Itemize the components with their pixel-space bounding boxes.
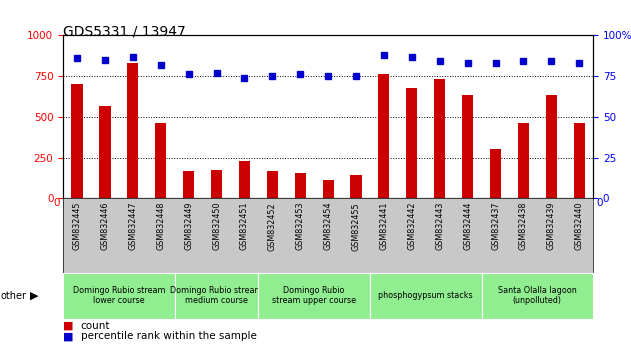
Bar xyxy=(462,95,473,198)
Text: GSM832440: GSM832440 xyxy=(575,202,584,250)
Text: 0: 0 xyxy=(596,198,603,208)
Text: GSM832442: GSM832442 xyxy=(408,202,416,251)
Text: GSM832441: GSM832441 xyxy=(379,202,389,250)
Text: Domingo Rubio stream
medium course: Domingo Rubio stream medium course xyxy=(170,286,262,305)
Text: phosphogypsum stacks: phosphogypsum stacks xyxy=(379,291,473,300)
Bar xyxy=(239,161,250,198)
Text: GSM832449: GSM832449 xyxy=(184,202,193,251)
Text: ■: ■ xyxy=(63,321,74,331)
Bar xyxy=(350,175,362,198)
Bar xyxy=(211,170,222,198)
Bar xyxy=(574,123,585,198)
Text: GSM832454: GSM832454 xyxy=(324,202,333,251)
Bar xyxy=(490,149,501,198)
Text: GSM832445: GSM832445 xyxy=(73,202,81,251)
Bar xyxy=(546,95,557,198)
Text: GSM832451: GSM832451 xyxy=(240,202,249,251)
Bar xyxy=(434,79,445,198)
Bar xyxy=(322,179,334,198)
Text: ■: ■ xyxy=(63,331,74,341)
Text: count: count xyxy=(81,321,110,331)
Text: percentile rank within the sample: percentile rank within the sample xyxy=(81,331,257,341)
Text: Santa Olalla lagoon
(unpolluted): Santa Olalla lagoon (unpolluted) xyxy=(498,286,577,305)
Text: GSM832444: GSM832444 xyxy=(463,202,472,250)
Bar xyxy=(155,122,167,198)
Text: GSM832437: GSM832437 xyxy=(491,202,500,251)
Text: GSM832438: GSM832438 xyxy=(519,202,528,250)
Text: GSM832448: GSM832448 xyxy=(156,202,165,250)
Text: Domingo Rubio
stream upper course: Domingo Rubio stream upper course xyxy=(272,286,357,305)
Text: ▶: ▶ xyxy=(30,291,38,301)
Bar xyxy=(71,84,83,198)
Bar xyxy=(127,63,138,198)
Text: GSM832439: GSM832439 xyxy=(547,202,556,251)
Text: GSM832452: GSM832452 xyxy=(268,202,277,251)
Text: GSM832450: GSM832450 xyxy=(212,202,221,251)
Text: GSM832446: GSM832446 xyxy=(100,202,109,250)
Text: other: other xyxy=(1,291,27,301)
Text: GSM832443: GSM832443 xyxy=(435,202,444,250)
Bar xyxy=(518,122,529,198)
Bar xyxy=(379,74,389,198)
Text: 0: 0 xyxy=(54,198,60,208)
Bar xyxy=(406,87,417,198)
Text: GSM832453: GSM832453 xyxy=(296,202,305,251)
Text: GSM832447: GSM832447 xyxy=(128,202,138,251)
Bar xyxy=(183,171,194,198)
Bar xyxy=(267,171,278,198)
Bar xyxy=(295,173,306,198)
Text: Domingo Rubio stream
lower course: Domingo Rubio stream lower course xyxy=(73,286,165,305)
Text: GDS5331 / 13947: GDS5331 / 13947 xyxy=(63,25,186,39)
Bar xyxy=(99,106,110,198)
Text: GSM832455: GSM832455 xyxy=(351,202,360,251)
